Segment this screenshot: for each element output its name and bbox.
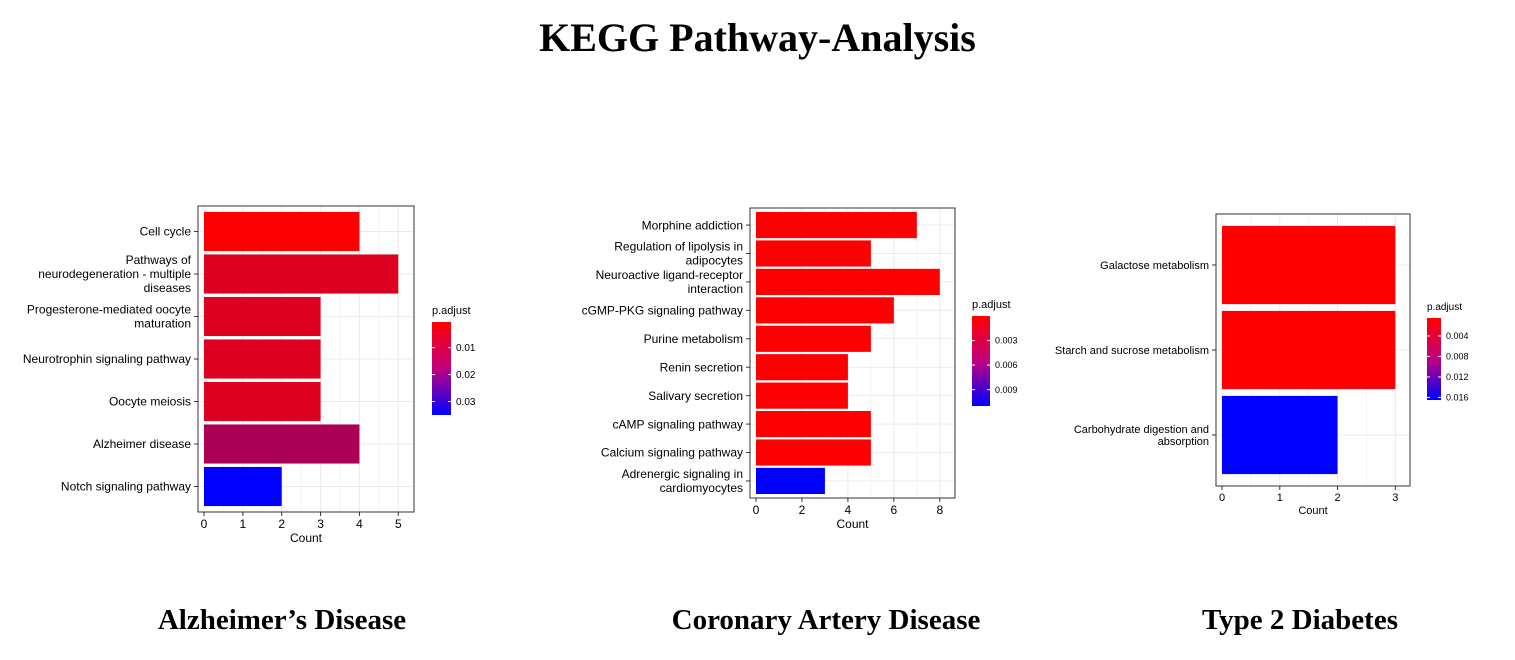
bar-9 [756, 439, 871, 466]
category-label-2: Starch and sucrose metabolism [1055, 345, 1209, 357]
x-tick-label: 1 [1277, 492, 1283, 504]
category-label-1: Cell cycle [140, 225, 192, 239]
chart-panel-t2d: Galactose metabolism Starch and sucrose m… [1055, 213, 1469, 517]
category-label-5: Oocyte meiosis [109, 395, 191, 409]
category-label-3: Carbohydrate digestion and absorption [1074, 424, 1209, 448]
category-label-10: Adrenergic signaling in cardiomyocytes [622, 467, 743, 495]
x-tick-label: 3 [317, 517, 324, 531]
panel-title-coronary: Coronary Artery Disease [671, 604, 981, 636]
legend-title: p.adjust [972, 299, 1011, 311]
category-label-3: Progesterone-mediated oocyte maturation [27, 303, 191, 331]
legend-tick-label: 0.008 [1446, 352, 1469, 362]
category-label-2: Regulation of lipolysis in adipocytes [614, 240, 743, 268]
category-label-4: cGMP-PKG signaling pathway [582, 304, 743, 318]
category-label-9: Calcium signaling pathway [601, 446, 743, 460]
x-tick-label: 0 [201, 517, 208, 531]
category-label-6: Renin secretion [660, 360, 743, 374]
legend-tick-label: 0.003 [995, 336, 1018, 346]
bar-4 [204, 339, 321, 379]
category-label-1: Galactose metabolism [1100, 260, 1209, 272]
category-label-3: Neuroactive ligand-receptor interaction [596, 268, 743, 296]
category-label-4: Neurotrophin signaling pathway [23, 352, 191, 366]
bar-3 [1222, 395, 1338, 475]
legend-title: p.adjust [1427, 302, 1462, 313]
bar-3 [756, 268, 940, 295]
panel-title-diabetes: Type 2 Diabetes [1201, 604, 1398, 636]
x-tick-label: 3 [1392, 492, 1398, 504]
legend-tick-label: 0.009 [995, 385, 1018, 395]
bar-8 [756, 411, 871, 438]
x-tick-label: 1 [240, 517, 247, 531]
x-axis-label: Count [290, 531, 323, 545]
bar-1 [204, 211, 360, 252]
category-label-7: Salivary secretion [648, 389, 743, 403]
x-tick-label: 2 [278, 517, 285, 531]
x-tick-label: 4 [356, 517, 363, 531]
category-label-5: Purine metabolism [644, 332, 743, 346]
plot-border [749, 207, 956, 499]
x-tick-label: 4 [845, 503, 852, 517]
legend-colorbar [972, 316, 990, 406]
category-label-8: cAMP signaling pathway [612, 417, 743, 431]
bar-7 [756, 382, 848, 409]
bar-5 [204, 381, 321, 422]
category-label-1: Morphine addiction [642, 218, 743, 232]
x-axis-label: Count [1298, 505, 1327, 517]
bar-10 [756, 467, 825, 495]
bar-3 [204, 296, 321, 337]
legend-colorbar [432, 322, 451, 415]
plot-border [1215, 213, 1411, 487]
x-tick-label: 0 [753, 503, 760, 517]
x-tick-label: 8 [936, 503, 943, 517]
category-label-6: Alzheimer disease [93, 437, 191, 451]
x-tick-label: 2 [1334, 492, 1340, 504]
legend-tick-label: 0.016 [1446, 393, 1469, 403]
x-tick-label: 6 [891, 503, 898, 517]
x-tick-label: 0 [1219, 492, 1225, 504]
bar-6 [756, 354, 848, 381]
panel-title-alzheimers: Alzheimer’s Disease [157, 604, 407, 636]
bar-7 [204, 466, 282, 507]
bar-2 [756, 240, 871, 267]
legend-tick-label: 0.012 [1446, 372, 1469, 382]
bar-4 [756, 297, 894, 324]
legend-tick-label: 0.02 [456, 370, 476, 381]
category-label-2: Pathways of neurodegeneration - multiple d… [38, 253, 191, 295]
chart-panel-alz: Cell cycle Pathways of neurodegeneration -… [23, 205, 476, 545]
plot-border [197, 205, 415, 513]
x-tick-label: 5 [395, 517, 402, 531]
bar-1 [1222, 225, 1396, 305]
x-axis-label: Count [836, 517, 869, 531]
legend-tick-label: 0.01 [456, 343, 476, 354]
bar-2 [204, 254, 399, 294]
chart-panel-cad: Morphine addiction Regulation of lipolysi… [582, 207, 1018, 531]
bar-2 [1222, 310, 1396, 390]
legend-tick-label: 0.006 [995, 360, 1018, 370]
category-label-7: Notch signaling pathway [61, 480, 191, 494]
x-tick-label: 2 [799, 503, 806, 517]
legend-tick-label: 0.004 [1446, 331, 1469, 341]
legend-colorbar [1427, 318, 1441, 400]
bar-1 [756, 211, 917, 239]
figure-title: KEGG Pathway-Analysis [539, 15, 976, 60]
legend-title: p.adjust [432, 305, 471, 317]
legend-tick-label: 0.03 [456, 397, 476, 408]
bar-6 [204, 424, 360, 464]
bar-5 [756, 325, 871, 352]
